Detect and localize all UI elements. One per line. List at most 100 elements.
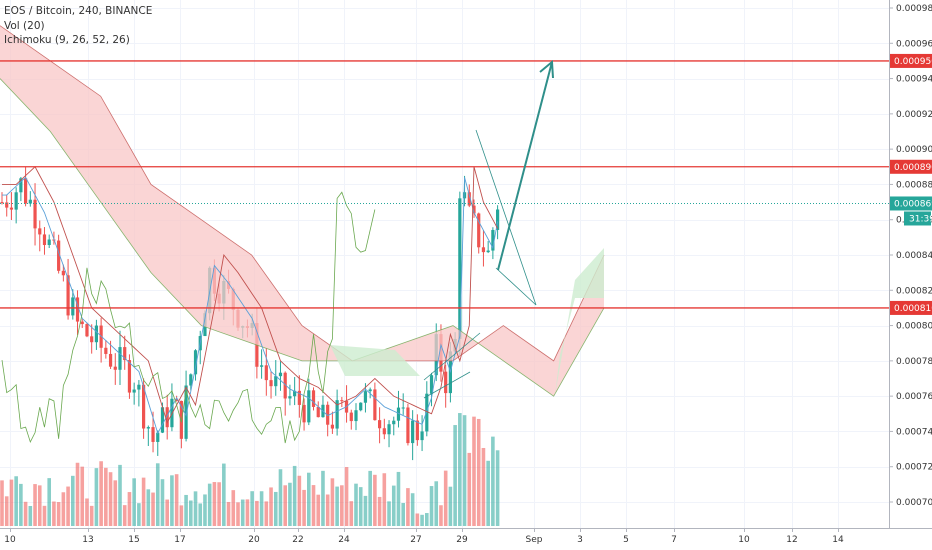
y-tick-label: 0.0009600 — [896, 39, 932, 49]
volume-bar — [85, 498, 89, 526]
volume-bar — [448, 486, 453, 526]
volume-bar — [104, 467, 108, 526]
candle — [378, 420, 382, 429]
volume-bar — [4, 496, 9, 526]
volume-bar — [52, 501, 56, 526]
y-tick-label: 0.0007000 — [896, 498, 932, 508]
volume-bar — [28, 505, 33, 526]
senkou-span-b — [0, 25, 605, 362]
candle — [47, 239, 51, 246]
volume-bar — [391, 485, 396, 526]
volume-bar — [137, 503, 141, 526]
legend-ichimoku[interactable]: Ichimoku (9, 26, 52, 26) — [4, 34, 130, 46]
candle — [113, 366, 117, 370]
volume-bar — [212, 482, 217, 526]
candle — [481, 247, 486, 253]
candle — [75, 297, 80, 322]
candle — [444, 371, 448, 394]
legend-volume[interactable]: Vol (20) — [4, 19, 45, 32]
candle — [359, 402, 363, 411]
volume-bar — [165, 499, 169, 526]
volume-bar — [19, 483, 23, 526]
candle — [316, 406, 320, 418]
x-tick-label: 10 — [738, 535, 750, 545]
volume-bar — [33, 484, 37, 526]
candle — [264, 365, 268, 381]
volume-bar — [264, 501, 269, 526]
x-tick-label: 7 — [671, 535, 677, 545]
y-tick-label: 0.0007400 — [896, 427, 932, 437]
volume-bar — [311, 485, 316, 526]
volume-bar — [160, 479, 165, 526]
volume-bar — [231, 490, 236, 526]
x-tick-label: 14 — [832, 535, 844, 545]
candle — [288, 396, 292, 399]
volume-bar — [184, 494, 188, 526]
volume-bar — [23, 501, 28, 526]
volume-bar — [71, 475, 75, 526]
x-tick-label: Sep — [526, 535, 543, 545]
trendline — [495, 267, 537, 306]
volume-bar — [47, 478, 51, 526]
volume-bar — [429, 486, 434, 526]
candle — [401, 407, 405, 409]
volume-bar — [420, 514, 424, 526]
volume-bar — [80, 466, 85, 526]
volume-bar — [406, 488, 410, 526]
ichimoku-cloud — [0, 25, 604, 397]
x-tick-label: 17 — [174, 535, 185, 545]
candle — [420, 431, 424, 441]
legend-symbol[interactable]: EOS / Bitcoin, 240, BINANCE — [4, 5, 153, 17]
volume-bar — [108, 472, 113, 526]
volume-bar — [203, 494, 207, 526]
candle — [491, 229, 495, 251]
candle — [123, 347, 127, 361]
volume-bar — [325, 494, 330, 526]
legend: EOS / Bitcoin, 240, BINANCE Vol (20) Ich… — [4, 4, 152, 48]
candle — [66, 275, 70, 316]
y-tick-label: 0.0007200 — [896, 463, 932, 473]
candle — [9, 207, 14, 210]
x-tick-label: 22 — [292, 535, 303, 545]
candle — [382, 428, 386, 435]
y-tick-label: 0.0009800 — [896, 4, 932, 14]
volume-bar — [217, 482, 221, 526]
current-price-label-bg — [890, 196, 932, 211]
drawings — [423, 59, 554, 399]
time-axis: 10 13 15 17 20 22 24 27 29 Sep 3 5 7 10 12 14 — [0, 528, 932, 550]
volume-bar — [193, 491, 198, 526]
volume-bar — [495, 450, 500, 526]
candle — [14, 192, 18, 210]
candle — [326, 404, 330, 425]
candle — [90, 336, 94, 343]
x-tick-label: 13 — [82, 535, 93, 545]
countdown-label: 31:39 — [909, 214, 932, 224]
volume-bar — [259, 491, 264, 526]
candle — [340, 400, 344, 402]
volume-bar — [316, 494, 321, 526]
candle — [363, 391, 368, 403]
candle — [19, 178, 23, 193]
volume-bar — [349, 501, 354, 526]
volume-bar — [122, 505, 127, 526]
candle — [108, 353, 113, 367]
volume-bar — [269, 487, 273, 526]
candle — [38, 228, 42, 235]
candle — [477, 213, 481, 248]
volume-bar — [14, 476, 18, 526]
volume-bar — [236, 502, 240, 526]
level-price-label: 0.0008900 — [894, 163, 932, 173]
volume-bar — [132, 478, 136, 526]
y-tick-label: 0.0008000 — [896, 322, 932, 332]
ichimoku — [0, 25, 605, 444]
chikou-span — [1, 191, 376, 444]
volume-bar — [56, 502, 61, 526]
candle — [94, 325, 98, 343]
candle — [278, 372, 283, 377]
trendline — [475, 129, 537, 306]
volume-bar — [387, 501, 391, 526]
volume-bar — [340, 485, 344, 526]
volume-bar — [382, 473, 387, 526]
candle — [61, 270, 65, 276]
